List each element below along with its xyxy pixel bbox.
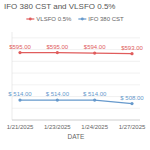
x-tick-label: 1/23/2025 <box>44 124 71 130</box>
title: IFO 380 CST and VLSFO 0.5% <box>4 2 115 11</box>
grid-line <box>12 37 140 38</box>
x-tick-label: 1/27/2025 <box>119 124 146 130</box>
legend-label: IFO 380 CST <box>88 16 124 22</box>
grid-line <box>12 84 140 85</box>
line <box>20 100 132 104</box>
legend-marker <box>29 18 32 21</box>
grid-line <box>12 108 140 109</box>
data-label: $ 508.00 <box>120 95 144 101</box>
x-axis-line <box>12 120 140 121</box>
legend: VLSFO 0.5% IFO 380 CST <box>26 16 124 22</box>
data-label: $594.00 <box>84 44 106 50</box>
data-label: $595.00 <box>9 44 31 50</box>
data-label: $595.00 <box>46 44 68 50</box>
legend-label: VLSFO 0.5% <box>36 16 72 22</box>
point <box>93 52 96 55</box>
x-tick-label: 1/21/2025 <box>7 124 34 130</box>
legend-swatch <box>78 18 86 19</box>
legend-marker <box>81 18 84 21</box>
data-label: $ 514.00 <box>8 91 32 97</box>
data-label: $ 514.00 <box>83 91 107 97</box>
line <box>20 53 132 54</box>
x-axis-label: DATE <box>68 133 86 140</box>
chart: IFO 380 CST and VLSFO 0.5% $595.00 $595.00… <box>0 0 150 150</box>
legend-swatch <box>26 18 34 19</box>
grid-line <box>12 120 140 121</box>
point <box>18 51 21 54</box>
point <box>18 98 21 101</box>
point <box>130 102 133 105</box>
grid-line <box>12 61 140 62</box>
legend-item: IFO 380 CST <box>78 16 124 22</box>
data-label: $593.00 <box>121 45 143 51</box>
data-label: $ 514.00 <box>46 91 70 97</box>
x-tick-label: 1/24/2025 <box>81 124 108 130</box>
point <box>93 98 96 101</box>
plot-area <box>18 51 133 105</box>
point <box>56 51 59 54</box>
point <box>130 52 133 55</box>
legend-item: VLSFO 0.5% <box>26 16 72 22</box>
point <box>56 98 59 101</box>
grid-line <box>12 73 140 74</box>
